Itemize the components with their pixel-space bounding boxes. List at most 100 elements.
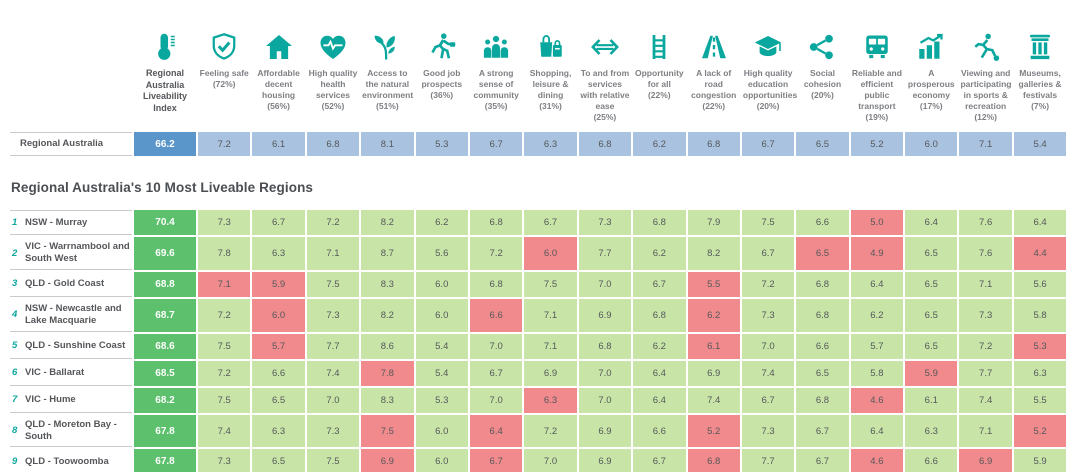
score-cell: 6.7 bbox=[741, 387, 795, 413]
column-header: High quality education opportunities (20%… bbox=[742, 68, 798, 112]
score-cell: 5.4 bbox=[1013, 132, 1067, 157]
score-cell: 6.5 bbox=[905, 333, 958, 359]
score-cell: 6.1 bbox=[252, 132, 305, 157]
score-cell: 7.5 bbox=[306, 449, 360, 472]
score-cell: 6.9 bbox=[959, 449, 1012, 472]
score-cell: 6.5 bbox=[905, 271, 958, 297]
score-cell: 6.4 bbox=[633, 360, 686, 386]
index-score-cell: 67.8 bbox=[134, 414, 196, 448]
score-cell: 4.4 bbox=[1013, 237, 1067, 270]
score-cell: 6.9 bbox=[578, 414, 632, 448]
score-cell: 7.7 bbox=[959, 360, 1012, 386]
score-cell: 6.6 bbox=[252, 360, 305, 386]
score-cell: 7.5 bbox=[306, 271, 360, 297]
score-cell: 6.7 bbox=[469, 449, 523, 472]
score-cell: 7.2 bbox=[198, 360, 251, 386]
region-name: QLD - Gold Coast bbox=[25, 278, 105, 290]
score-cell: 6.3 bbox=[252, 414, 305, 448]
score-cell: 6.3 bbox=[905, 414, 958, 448]
score-cell: 6.9 bbox=[361, 449, 414, 472]
score-cell: 7.2 bbox=[198, 298, 251, 332]
score-cell: 7.4 bbox=[741, 360, 795, 386]
score-cell: 5.2 bbox=[687, 414, 740, 448]
benchmark-name: Regional Australia bbox=[20, 138, 104, 150]
score-cell: 6.5 bbox=[796, 132, 849, 157]
score-cell: 6.8 bbox=[469, 271, 523, 297]
score-cell: 7.3 bbox=[198, 449, 251, 472]
score-cell: 6.7 bbox=[633, 271, 686, 297]
benchmark-row-label: Regional Australia bbox=[10, 132, 132, 157]
regional-australia-row: Regional Australia 66.2 7.2 6.1 6.8 8.1 5.3 6.7… bbox=[10, 132, 1067, 157]
score-cell: 6.8 bbox=[469, 210, 523, 236]
column-header: A lack of road congestion (22%) bbox=[691, 68, 737, 112]
score-cell: 4.6 bbox=[850, 449, 904, 472]
score-cell: 6.7 bbox=[469, 132, 523, 157]
score-cell: 7.3 bbox=[959, 298, 1012, 332]
score-cell: 6.2 bbox=[687, 298, 740, 332]
score-cell: 6.5 bbox=[905, 237, 958, 270]
score-cell: 5.6 bbox=[1013, 271, 1067, 297]
score-cell: 6.0 bbox=[905, 132, 958, 157]
score-cell: 8.7 bbox=[361, 237, 414, 270]
score-cell: 5.3 bbox=[415, 132, 468, 157]
column-header: A strong sense of community (35%) bbox=[473, 68, 519, 112]
score-cell: 7.1 bbox=[959, 271, 1012, 297]
score-cell: 5.7 bbox=[850, 333, 904, 359]
region-label: 5 QLD - Sunshine Coast bbox=[10, 333, 132, 359]
score-cell: 7.5 bbox=[198, 387, 251, 413]
region-name: QLD - Toowoomba bbox=[25, 455, 109, 467]
section-title: Regional Australia's 10 Most Liveable Re… bbox=[11, 180, 314, 196]
region-rank: 6 bbox=[12, 367, 18, 379]
region-row: 5 QLD - Sunshine Coast 68.6 7.5 5.7 7.7 8.6 5.4… bbox=[10, 333, 1067, 359]
score-cell: 5.5 bbox=[687, 271, 740, 297]
score-cell: 6.8 bbox=[796, 387, 849, 413]
share-network-icon bbox=[796, 16, 848, 64]
graduation-cap-icon bbox=[742, 16, 794, 64]
index-score-cell: 67.8 bbox=[134, 449, 196, 472]
score-cell: 7.7 bbox=[306, 333, 360, 359]
score-cell: 7.9 bbox=[687, 210, 740, 236]
score-cell: 6.5 bbox=[905, 298, 958, 332]
header-label-row: Regional Australia Liveability Index Feel… bbox=[10, 64, 1066, 132]
score-cell: 7.7 bbox=[741, 449, 795, 472]
region-name: VIC - Warrnambool and South West bbox=[25, 241, 130, 265]
score-cell: 6.9 bbox=[687, 360, 740, 386]
score-cell: 7.0 bbox=[524, 449, 577, 472]
score-cell: 7.0 bbox=[469, 387, 523, 413]
score-cell: 6.3 bbox=[524, 132, 577, 157]
score-cell: 7.3 bbox=[306, 298, 360, 332]
score-cell: 4.6 bbox=[850, 387, 904, 413]
column-header: Regional Australia Liveability Index bbox=[142, 68, 187, 114]
column-header: Access to the natural environment (51%) bbox=[362, 68, 414, 112]
score-cell: 7.3 bbox=[578, 210, 632, 236]
score-cell: 6.4 bbox=[850, 414, 904, 448]
score-cell: 7.8 bbox=[361, 360, 414, 386]
region-rank: 5 bbox=[12, 340, 18, 352]
region-label: 3 QLD - Gold Coast bbox=[10, 271, 132, 297]
score-cell: 8.2 bbox=[687, 237, 740, 270]
score-cell: 6.9 bbox=[578, 449, 632, 472]
score-cell: 6.4 bbox=[850, 271, 904, 297]
score-cell: 7.3 bbox=[741, 414, 795, 448]
score-cell: 6.7 bbox=[633, 449, 686, 472]
index-score-cell: 68.8 bbox=[134, 271, 196, 297]
score-cell: 6.6 bbox=[633, 414, 686, 448]
index-score-cell: 69.6 bbox=[134, 237, 196, 270]
heart-pulse-icon bbox=[307, 16, 359, 64]
thermometer-icon bbox=[134, 16, 196, 64]
score-cell: 6.8 bbox=[796, 271, 849, 297]
road-icon bbox=[688, 16, 740, 64]
header-spacer bbox=[10, 16, 132, 64]
double-arrow-icon bbox=[579, 16, 631, 64]
growth-chart-icon bbox=[905, 16, 957, 64]
house-icon bbox=[252, 16, 304, 64]
score-cell: 6.2 bbox=[633, 132, 686, 157]
score-cell: 5.3 bbox=[1013, 333, 1067, 359]
score-cell: 6.0 bbox=[252, 298, 305, 332]
index-score-cell: 70.4 bbox=[134, 210, 196, 236]
column-header: To and from services with relative ease(… bbox=[580, 68, 630, 123]
score-cell: 7.2 bbox=[741, 271, 795, 297]
score-cell: 6.9 bbox=[524, 360, 577, 386]
ladder-icon bbox=[633, 16, 685, 64]
